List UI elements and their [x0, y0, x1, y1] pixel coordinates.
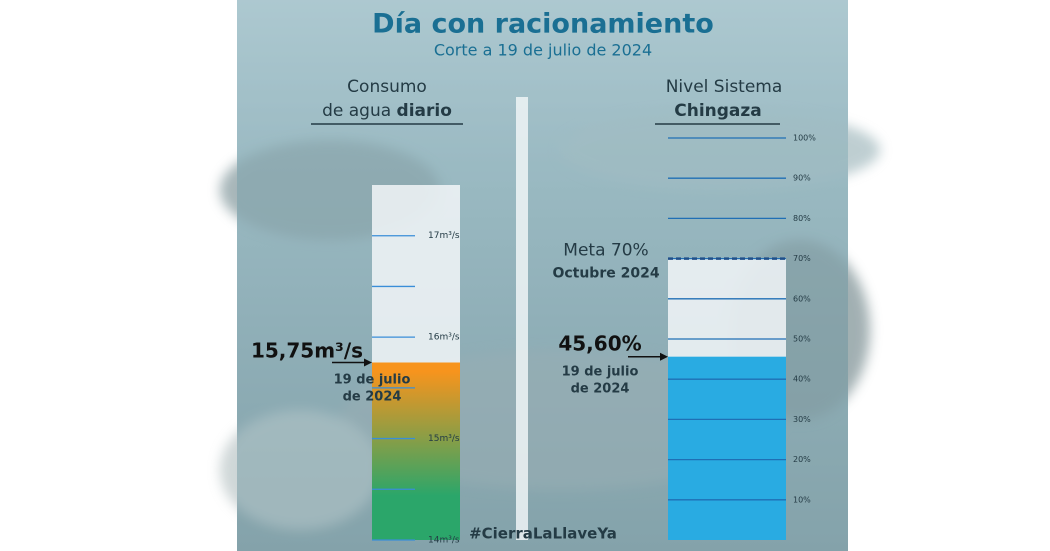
y-tick-label: 20% [793, 455, 811, 464]
y-tick-label: 80% [793, 214, 811, 223]
annotation: de 2024 [343, 390, 402, 405]
target-note: Octubre 2024 [552, 266, 659, 282]
y-tick-label: 16m³/s [428, 333, 460, 343]
y-tick-label: 15m³/s [428, 434, 460, 444]
bar [372, 362, 460, 540]
hashtag: #CierraLaLlaveYa [469, 525, 617, 543]
value-label: 45,60% [558, 332, 641, 356]
arrow-head [660, 352, 668, 361]
chart-title: Consumo [347, 77, 427, 97]
y-tick-label: 17m³/s [428, 231, 460, 241]
bar [668, 356, 786, 540]
chart-title-bold: Chingaza [674, 101, 762, 121]
chart-title: de agua [322, 101, 391, 121]
y-tick-label: 40% [793, 375, 811, 384]
target-label: Meta 70% [563, 241, 648, 261]
chart-title: de agua diario [322, 101, 452, 121]
value-label: 15,75m³/s [251, 339, 363, 363]
annotation: de 2024 [571, 382, 630, 397]
annotation: 19 de julio [334, 373, 411, 388]
y-tick-label: 90% [793, 174, 811, 183]
y-tick-label: 14m³/s [428, 536, 460, 546]
y-tick-label: 70% [793, 254, 811, 263]
annotation: 19 de julio [562, 365, 639, 380]
arrow-head [364, 358, 372, 367]
chart-title-bold: diario [397, 101, 452, 121]
chart-title: Nivel Sistema [666, 77, 783, 97]
y-tick-label: 100% [793, 134, 816, 143]
y-tick-label: 60% [793, 294, 811, 303]
title: Día con racionamiento [372, 9, 714, 40]
y-tick-label: 10% [793, 495, 811, 504]
y-tick-label: 50% [793, 335, 811, 344]
y-tick-label: 30% [793, 415, 811, 424]
subtitle: Corte a 19 de julio de 2024 [434, 41, 652, 60]
